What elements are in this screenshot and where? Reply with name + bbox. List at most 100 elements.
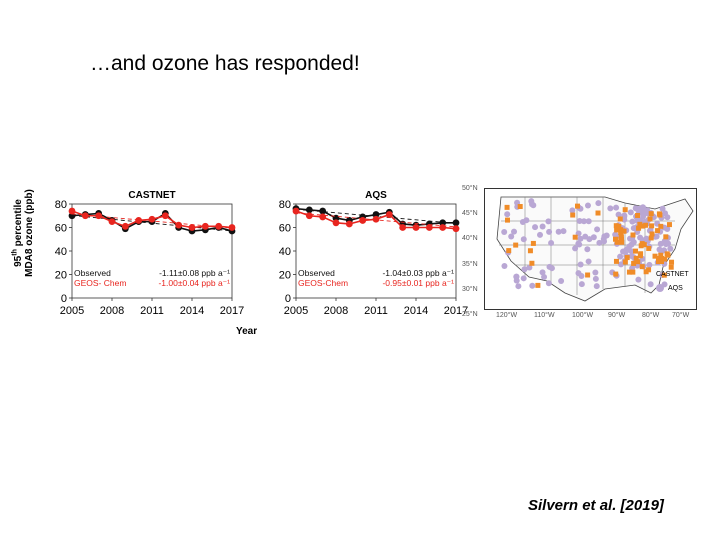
castnet-site-marker — [624, 255, 630, 261]
castnet-site-marker — [652, 253, 658, 259]
aqs-site-marker — [584, 246, 591, 253]
data-point — [292, 207, 300, 215]
data-point — [188, 224, 196, 231]
data-point — [305, 212, 313, 220]
x-tick-label: 2011 — [364, 305, 388, 317]
lon-label: 100°W — [572, 312, 594, 319]
castnet-site-marker — [613, 258, 619, 264]
aqs-site-marker — [539, 269, 546, 276]
castnet-site-marker — [619, 228, 625, 234]
aqs-site-marker — [592, 275, 599, 282]
data-point — [121, 222, 129, 230]
y-tick-label: 20 — [279, 270, 291, 282]
chart-title: CASTNET — [128, 190, 175, 201]
aqs-site-marker — [577, 235, 584, 242]
y-tick-label: 80 — [55, 199, 67, 211]
aqs-site-marker — [585, 258, 592, 265]
castnet-site-marker — [574, 203, 580, 209]
aqs-site-marker — [521, 266, 528, 273]
aqs-site-marker — [575, 240, 582, 247]
lat-label: 45°N — [462, 210, 478, 217]
castnet-site-marker — [666, 222, 672, 228]
castnet-site-marker — [595, 210, 601, 216]
citation: Silvern et al. [2019] — [528, 497, 664, 514]
data-point — [68, 207, 76, 215]
castnet-site-marker — [630, 232, 636, 238]
aqs-site-marker — [580, 218, 587, 225]
castnet-site-marker — [618, 236, 624, 242]
castnet-site-marker — [637, 221, 643, 227]
castnet-site-marker — [513, 242, 519, 248]
data-point — [439, 219, 447, 227]
aqs-site-marker — [501, 228, 508, 235]
aqs-site-marker — [662, 210, 669, 217]
castnet-site-marker — [504, 204, 510, 210]
y-tick-label: 0 — [61, 293, 67, 305]
aqs-site-marker — [613, 204, 620, 211]
castnet-site-marker — [646, 245, 652, 251]
castnet-site-marker — [506, 248, 512, 254]
x-tick-label: 2017 — [220, 305, 244, 317]
y-tick-label: 0 — [285, 293, 291, 305]
data-point — [359, 217, 367, 224]
aqs-site-marker — [541, 274, 548, 281]
castnet-site-marker — [636, 225, 642, 231]
data-point — [81, 212, 89, 220]
aqs-site-marker — [576, 218, 583, 225]
castnet-site-marker — [613, 236, 619, 242]
aqs-site-marker — [569, 207, 576, 214]
aqs-site-marker — [523, 217, 530, 224]
trend-label: -1.04±0.03 ppb a⁻¹ — [382, 268, 454, 278]
slide-title: …and ozone has responded! — [90, 52, 360, 75]
aqs-site-marker — [665, 240, 672, 247]
legend-label: GEOS-Chem — [298, 278, 348, 288]
x-tick-label: 2005 — [284, 305, 308, 317]
x-tick-label: 2017 — [444, 305, 468, 317]
castnet-site-marker — [639, 264, 645, 270]
castnet-site-marker — [619, 239, 625, 245]
data-point — [332, 219, 340, 227]
castnet-chart: CASTNET 0 20 40 60 80 2005 2008 2011 2014 2017 Obse… — [55, 190, 244, 317]
x-tick-label: 2014 — [180, 305, 204, 317]
data-point — [305, 206, 313, 214]
aqs-site-marker — [584, 202, 591, 209]
aqs-site-marker — [646, 261, 653, 268]
trend-label: -0.95±0.01 ppb a⁻¹ — [382, 278, 454, 288]
aqs-site-marker — [515, 283, 522, 290]
data-point — [148, 215, 156, 223]
castnet-site-marker — [638, 243, 644, 249]
y-tick-label: 20 — [55, 270, 67, 282]
data-point — [135, 217, 143, 224]
x-tick-label: 2008 — [100, 305, 124, 317]
data-point — [201, 222, 209, 230]
castnet-site-marker — [622, 207, 628, 213]
aqs-site-marker — [617, 253, 624, 260]
castnet-site-marker — [668, 264, 674, 270]
castnet-site-marker — [517, 204, 523, 210]
lon-label: 120°W — [496, 312, 518, 319]
castnet-site-marker — [655, 228, 661, 234]
aqs-site-marker — [612, 231, 619, 238]
lat-label: 35°N — [462, 261, 478, 268]
castnet-site-marker — [633, 248, 639, 254]
castnet-site-marker — [614, 239, 620, 245]
site-map: 50°N 45°N 40°N 35°N 30°N 25°N 120°W 110°… — [462, 183, 700, 328]
castnet-site-marker — [570, 212, 576, 218]
x-tick-label: 2011 — [140, 305, 164, 317]
legend-label: GEOS- Chem — [74, 278, 126, 288]
aqs-site-marker — [639, 204, 646, 211]
aqs-site-marker — [627, 209, 634, 216]
data-point — [228, 224, 236, 231]
y-tick-label: 40 — [279, 246, 291, 258]
aqs-site-marker — [641, 209, 648, 216]
castnet-site-marker — [613, 223, 619, 229]
castnet-site-marker — [585, 272, 591, 278]
aqs-site-marker — [513, 273, 520, 280]
castnet-site-marker — [530, 240, 536, 246]
aqs-site-marker — [546, 228, 553, 235]
aqs-site-marker — [539, 223, 546, 230]
aqs-site-marker — [529, 282, 536, 289]
data-point — [215, 222, 223, 230]
lat-label: 30°N — [462, 286, 478, 293]
map-legend: CASTNET AQS — [656, 254, 700, 296]
